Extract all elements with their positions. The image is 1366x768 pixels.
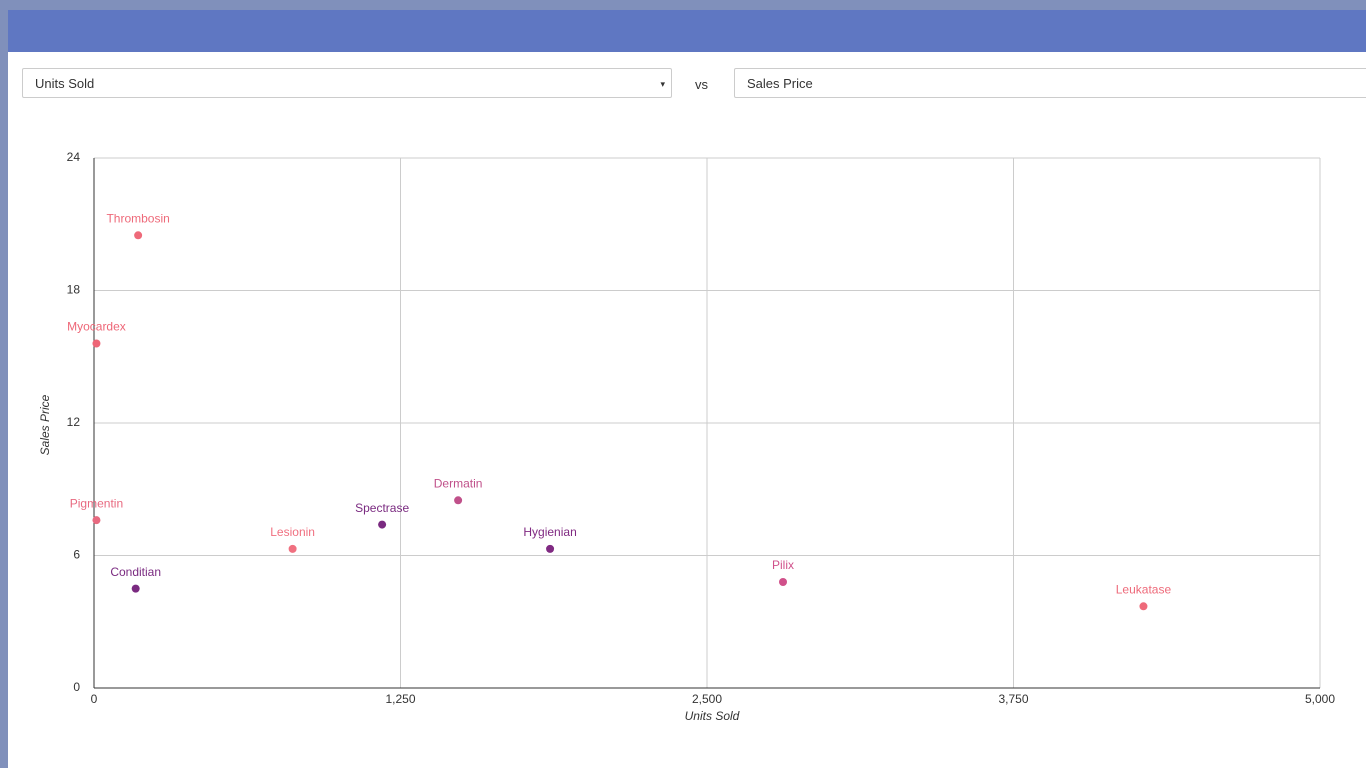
point [546,544,555,553]
point [454,496,463,505]
vs-label: vs [695,77,708,92]
y-tick-label: 0 [73,680,80,694]
point-label: Hygienian [523,525,576,539]
modal: Units Sold ▾ vs Sales Price [8,10,1366,768]
x-tick-label: 2,500 [692,692,722,706]
point [288,544,297,553]
x-tick-label: 3,750 [998,692,1028,706]
x-axis-title: Units Sold [685,709,740,723]
point-label: Lesionin [270,525,315,539]
y-tick-label: 12 [67,415,81,429]
y-input[interactable]: Sales Price [734,68,1366,98]
point-label: Thrombosin [106,211,169,225]
x-tick-label: 0 [91,692,98,706]
point [1139,602,1148,611]
point [378,520,387,529]
x-tick-label: 5,000 [1305,692,1335,706]
point-label: Leukatase [1116,582,1172,596]
point-label: Myocardex [67,320,126,334]
modal-header [8,10,1366,52]
x-select-text: Units Sold [35,76,95,91]
y-tick-label: 24 [67,150,81,164]
point-label: Pilix [772,558,794,572]
y-input-text: Sales Price [747,76,813,91]
y-axis-title: Sales Price [38,394,52,455]
x-select[interactable]: Units Sold ▾ [22,68,672,98]
point [779,578,788,586]
point-label: Pigmentin [70,496,123,510]
point [134,231,143,240]
x-tick-label: 1,250 [385,692,415,706]
point-label: Dermatin [434,476,483,490]
point [92,339,101,348]
point-label: Conditian [110,565,161,579]
point-label: Spectrase [355,501,409,515]
dropdown-arrow: ▾ [660,79,665,89]
y-tick-label: 6 [73,548,80,562]
y-tick-label: 18 [67,283,81,297]
point [92,516,101,525]
point [131,584,140,593]
